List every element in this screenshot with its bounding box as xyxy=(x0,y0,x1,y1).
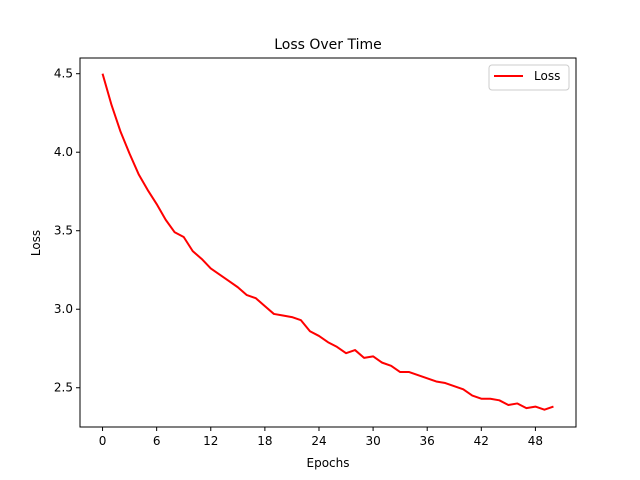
y-tick-label: 4.5 xyxy=(54,67,73,81)
x-tick-label: 48 xyxy=(528,434,543,448)
chart-title: Loss Over Time xyxy=(274,37,382,53)
y-axis-label: Loss xyxy=(29,230,43,256)
y-tick-label: 3.0 xyxy=(54,302,73,316)
plot-area xyxy=(101,73,554,411)
axes-frame xyxy=(79,57,577,428)
x-tick-label: 0 xyxy=(99,434,107,448)
y-axis-ticks: 2.5 3.0 3.5 4.0 4.5 xyxy=(54,67,80,395)
x-axis-label: Epochs xyxy=(307,456,350,470)
x-tick-label: 18 xyxy=(257,434,272,448)
legend-label-loss: Loss xyxy=(534,69,560,83)
y-tick-label: 3.5 xyxy=(54,224,73,238)
x-tick-label: 6 xyxy=(153,434,161,448)
legend-box xyxy=(488,64,570,91)
x-tick-label: 12 xyxy=(203,434,218,448)
x-tick-label: 24 xyxy=(311,434,326,448)
y-tick-label: 4.0 xyxy=(54,145,73,159)
series-line-loss xyxy=(101,73,554,411)
x-tick-label: 30 xyxy=(365,434,380,448)
x-tick-label: 36 xyxy=(420,434,435,448)
x-tick-label: 42 xyxy=(474,434,489,448)
x-axis-ticks: 0 6 12 18 24 30 36 42 48 xyxy=(99,427,543,448)
legend: Loss xyxy=(488,64,570,91)
y-tick-label: 2.5 xyxy=(54,381,73,395)
